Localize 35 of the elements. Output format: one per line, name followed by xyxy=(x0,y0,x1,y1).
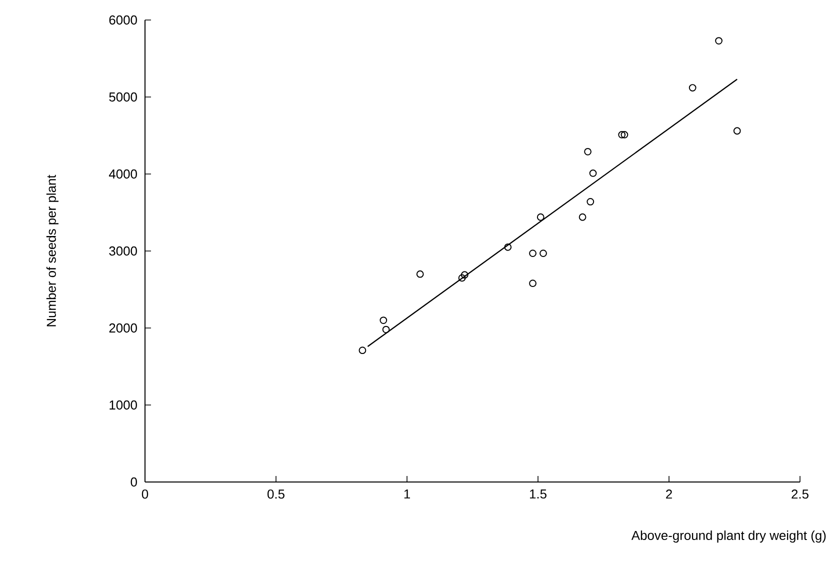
y-tick-label: 0 xyxy=(130,477,137,487)
x-tick-label: 1 xyxy=(404,490,410,498)
point xyxy=(380,316,388,324)
point xyxy=(715,37,722,44)
point xyxy=(688,84,696,92)
y-tick-label: 3000 xyxy=(109,246,137,256)
x-tick-label: 0 xyxy=(142,490,148,499)
point xyxy=(733,127,741,135)
point xyxy=(358,346,366,354)
point xyxy=(584,148,592,156)
x-tick-label: 1.5 xyxy=(530,490,546,499)
point xyxy=(416,270,424,278)
y-tick-label: 4000 xyxy=(108,169,137,179)
point xyxy=(618,131,626,138)
point xyxy=(586,198,594,206)
point xyxy=(578,213,586,221)
point xyxy=(536,213,544,221)
y-tick-label: 5000 xyxy=(109,92,137,102)
point xyxy=(589,170,597,177)
y-tick-label: 6000 xyxy=(109,15,137,25)
y-axis-title: Number of seeds per plant xyxy=(46,174,58,326)
point xyxy=(529,250,536,258)
x-tick-label: 0.5 xyxy=(268,490,284,499)
y-tick-label: 2000 xyxy=(109,323,137,333)
point xyxy=(382,326,390,334)
point xyxy=(529,280,536,288)
point xyxy=(458,274,466,282)
point xyxy=(460,271,468,279)
x-tick-label: 2 xyxy=(666,490,672,499)
point xyxy=(540,250,547,258)
y-tick-label: 1000 xyxy=(110,400,137,410)
point xyxy=(620,131,628,138)
point xyxy=(504,243,512,251)
x-axis-title: Above-ground plant dry weight (g) xyxy=(631,530,826,543)
x-tick-label: 2.5 xyxy=(792,490,808,499)
